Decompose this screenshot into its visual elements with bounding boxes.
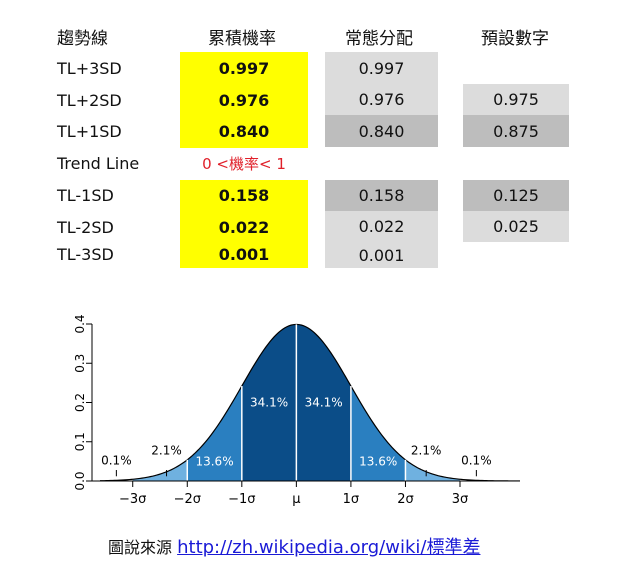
y-tick-label: 0.3: [73, 354, 87, 373]
y-tick-label: 0.2: [73, 393, 87, 412]
source-caption: 圖說來源 http://zh.wikipedia.org/wiki/標準差: [108, 533, 480, 559]
x-tick-label: μ: [292, 492, 300, 507]
y-tick-label: 0.0: [73, 471, 87, 490]
header-normal-distribution: 常態分配: [345, 28, 413, 49]
row-label-tl-minus-3sd: TL-3SD: [57, 244, 114, 264]
x-tick-label: −1σ: [228, 492, 255, 507]
trend-line-probability-range: 0 <機率< 1: [202, 154, 286, 173]
normal-value: 0.840: [325, 115, 438, 147]
region-percent-label: 13.6%: [195, 454, 233, 468]
region-2sd-3sd-right: [405, 459, 460, 481]
preset-value: 0.125: [463, 180, 569, 211]
region-percent-label: 34.1%: [250, 395, 288, 409]
normal-distribution-chart: 0.0 0.1 0.2 0.3 0.4 −3σ −2σ −1σ μ 1σ 2σ 3σ 0.1% 2.1% 1…: [73, 314, 520, 507]
preset-value: 0.025: [463, 211, 569, 242]
cum-value: 0.001: [218, 244, 270, 264]
region-percent-label: 34.1%: [305, 395, 343, 409]
normal-value: 0.997: [325, 52, 438, 84]
row-label-tl-plus-2sd: TL+2SD: [57, 90, 122, 110]
normal-value: 0.001: [325, 242, 438, 268]
cumulative-block-lower: 0.158 0.022 0.001: [180, 180, 308, 268]
x-tick-label: −2σ: [174, 492, 201, 507]
region-percent-label: 0.1%: [101, 454, 132, 468]
header-preset-number: 預設數字: [481, 28, 549, 49]
header-cumulative-probability: 累積機率: [208, 28, 276, 49]
region-percent-label: 0.1%: [461, 454, 492, 468]
density-curve: [99, 323, 520, 482]
cumulative-block-upper: 0.997 0.976 0.840: [180, 52, 308, 148]
x-tick-label: 2σ: [397, 492, 414, 507]
x-tick-label: 1σ: [343, 492, 360, 507]
row-label-tl-plus-1sd: TL+1SD: [57, 121, 122, 141]
x-tick-label: 3σ: [452, 492, 469, 507]
cum-value: 0.840: [218, 121, 270, 141]
cum-value: 0.976: [218, 90, 270, 110]
source-link[interactable]: http://zh.wikipedia.org/wiki/標準差: [177, 537, 481, 558]
row-label-tl-minus-1sd: TL-1SD: [57, 185, 114, 205]
caption-prefix: 圖說來源: [108, 538, 173, 557]
preset-value: 0.975: [463, 84, 569, 115]
row-label-tl-plus-3sd: TL+3SD: [57, 58, 122, 78]
region-percent-label: 2.1%: [411, 443, 442, 457]
x-tick-label: −3σ: [119, 492, 146, 507]
normal-value: 0.158: [325, 180, 438, 211]
region-percent-label: 2.1%: [151, 443, 182, 457]
cum-value: 0.158: [218, 185, 270, 205]
y-tick-label: 0.1: [73, 432, 87, 451]
region-percent-label: 13.6%: [359, 454, 397, 468]
region-2sd-3sd-left: [132, 459, 188, 481]
y-tick-label: 0.4: [73, 314, 87, 333]
row-label-tl-minus-2sd: TL-2SD: [57, 217, 114, 237]
cum-value: 0.022: [218, 217, 270, 237]
normal-value: 0.976: [325, 84, 438, 115]
preset-value: 0.875: [463, 115, 569, 147]
row-label-trend-line: Trend Line: [57, 153, 140, 173]
normal-value: 0.022: [325, 211, 438, 242]
cum-value: 0.997: [218, 58, 270, 78]
header-trend-line: 趨勢線: [57, 28, 108, 49]
